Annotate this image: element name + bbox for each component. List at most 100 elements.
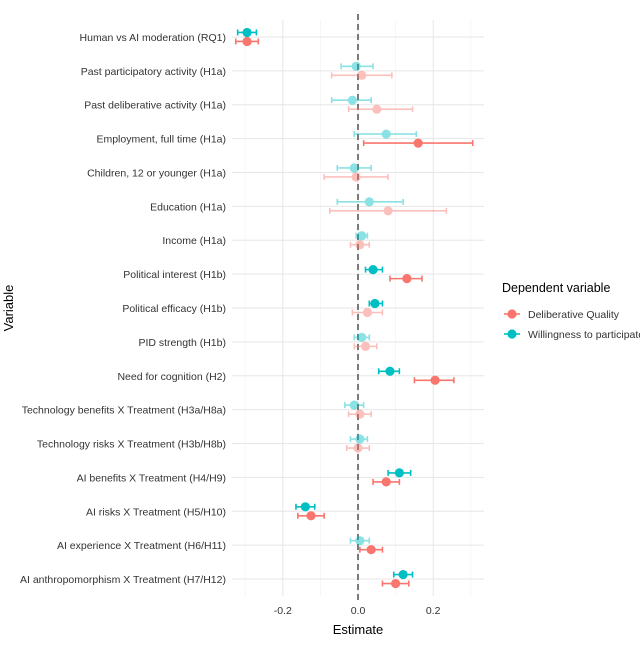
- estimate-mark: [355, 231, 369, 241]
- estimate-point: [370, 298, 380, 309]
- legend-key-point: [507, 329, 517, 339]
- legend-item: Deliberative Quality: [504, 309, 620, 321]
- category-label: Need for cognition (H2): [117, 371, 226, 383]
- estimate-mark: [353, 341, 378, 351]
- category-label: Human vs AI moderation (RQ1): [80, 32, 226, 44]
- estimate-mark: [359, 545, 384, 555]
- estimate-mark: [340, 61, 374, 71]
- estimate-mark: [353, 332, 371, 342]
- estimate-mark: [295, 502, 316, 512]
- estimate-point: [364, 197, 374, 207]
- estimate-mark: [377, 366, 401, 376]
- estimate-mark: [349, 434, 369, 444]
- estimate-point: [351, 172, 361, 182]
- estimate-mark: [349, 536, 371, 546]
- estimate-mark: [347, 409, 372, 419]
- estimate-point: [391, 578, 401, 589]
- estimate-point: [381, 129, 391, 139]
- estimate-mark: [336, 163, 372, 173]
- estimate-point: [413, 138, 423, 148]
- category-label: Technology risks X Treatment (H3b/H8b): [37, 439, 226, 451]
- legend-label: Deliberative Quality: [528, 309, 620, 321]
- estimate-point: [430, 375, 440, 385]
- estimate-point: [402, 274, 412, 284]
- x-tick-labels: -0.2 0.0 0.2: [274, 605, 441, 617]
- estimate-point: [381, 477, 391, 487]
- estimate-mark: [353, 129, 418, 139]
- estimate-mark: [392, 569, 414, 580]
- estimate-point: [306, 511, 316, 521]
- estimate-mark: [372, 477, 401, 487]
- estimate-point: [355, 536, 365, 546]
- category-label: Employment, full time (H1a): [96, 134, 226, 146]
- estimate-point: [357, 70, 367, 80]
- estimate-mark: [297, 511, 325, 521]
- category-label: AI anthropomorphism X Treatment (H7/H12): [20, 574, 226, 586]
- estimate-point: [355, 434, 365, 444]
- estimate-point: [368, 265, 378, 275]
- category-label: Political interest (H1b): [123, 269, 226, 281]
- estimate-mark: [323, 172, 389, 182]
- estimate-point: [398, 569, 408, 580]
- estimate-mark: [344, 400, 365, 410]
- category-label: AI risks X Treatment (H5/H10): [86, 506, 226, 518]
- estimate-point: [394, 468, 404, 478]
- estimate-mark: [387, 468, 412, 478]
- legend-key-point: [507, 309, 517, 319]
- estimate-mark: [347, 104, 414, 114]
- category-label: Children, 12 or younger (H1a): [87, 167, 226, 179]
- x-tick-label: 0.2: [426, 605, 441, 617]
- category-label: AI experience X Treatment (H6/H11): [57, 540, 226, 552]
- estimate-mark: [349, 240, 371, 250]
- estimate-mark: [381, 578, 410, 589]
- estimate-point: [366, 545, 376, 555]
- y-axis-title: Variable: [1, 285, 16, 332]
- x-tick-label: -0.2: [274, 605, 292, 617]
- estimate-mark: [364, 265, 384, 275]
- estimate-mark: [368, 298, 384, 309]
- estimate-point: [349, 163, 359, 173]
- estimate-point: [347, 95, 357, 105]
- x-tick-label: 0.0: [351, 605, 366, 617]
- category-label: Political efficacy (H1b): [122, 303, 226, 315]
- estimate-point: [385, 366, 395, 376]
- legend-items: Deliberative Quality Willingness to parti…: [504, 309, 640, 341]
- category-label: Education (H1a): [150, 201, 226, 213]
- estimate-point: [355, 409, 365, 419]
- marks-layer: [234, 27, 474, 589]
- estimate-point: [353, 443, 363, 453]
- legend: Dependent variable Deliberative Quality W…: [502, 281, 640, 341]
- estimate-point: [349, 400, 359, 410]
- estimate-mark: [336, 197, 404, 207]
- estimate-mark: [328, 206, 448, 216]
- estimate-point: [355, 240, 365, 250]
- category-label: AI benefits X Treatment (H4/H9): [77, 472, 226, 484]
- legend-item: Willingness to participate: [504, 329, 640, 341]
- estimate-point: [357, 332, 367, 342]
- estimate-mark: [330, 95, 372, 105]
- estimate-mark: [413, 375, 455, 385]
- category-label: Past deliberative activity (H1a): [84, 100, 226, 112]
- estimate-mark: [345, 443, 371, 453]
- estimate-mark: [362, 138, 474, 148]
- estimate-mark: [236, 27, 258, 38]
- category-label: Technology benefits X Treatment (H3a/H8a…: [22, 405, 226, 417]
- estimate-point: [360, 341, 371, 351]
- estimate-point: [383, 206, 393, 216]
- estimate-point: [362, 307, 373, 318]
- legend-label: Willingness to participate: [528, 329, 640, 341]
- estimate-point: [242, 27, 252, 38]
- category-label: Income (H1a): [162, 235, 226, 247]
- estimate-mark: [389, 274, 423, 284]
- estimate-point: [300, 502, 310, 512]
- estimate-mark: [351, 307, 384, 318]
- category-label: Past participatory activity (H1a): [81, 66, 226, 78]
- estimate-point: [357, 231, 367, 241]
- estimate-mark: [330, 70, 393, 80]
- category-labels: Human vs AI moderation (RQ1) Past partici…: [20, 32, 226, 586]
- estimate-point: [372, 104, 382, 114]
- category-label: PID strength (H1b): [138, 337, 226, 349]
- estimate-mark: [234, 36, 260, 47]
